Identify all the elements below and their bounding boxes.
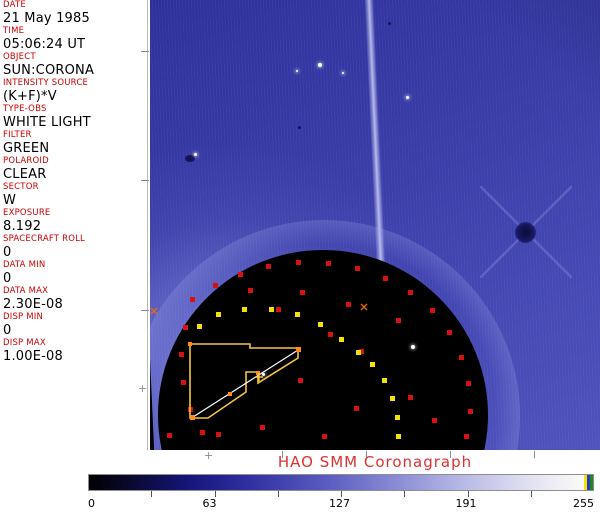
metadata-field: DATA MAX 2.30E-08	[0, 286, 147, 312]
metadata-field: POLAROID CLEAR	[0, 156, 147, 182]
metadata-label: TIME	[3, 26, 25, 36]
metadata-value: 1.00E-08	[3, 349, 63, 364]
metadata-field: SPACECRAFT ROLL 0	[0, 234, 147, 260]
metadata-label: EXPOSURE	[3, 208, 51, 218]
metadata-label: DATA MAX	[3, 286, 49, 296]
bright-spot	[406, 96, 409, 99]
metadata-label: OBJECT	[3, 52, 36, 62]
colorbar-tick	[404, 491, 405, 497]
axis-tick-bottom	[534, 451, 535, 458]
metadata-value: CLEAR	[3, 167, 47, 182]
metadata-label: INTENSITY SOURCE	[3, 78, 89, 88]
colorbar-tick-label: 127	[329, 497, 350, 510]
metadata-label: SPACECRAFT ROLL	[3, 234, 85, 244]
colorbar-end-band	[590, 475, 593, 490]
metadata-value: 0	[3, 245, 12, 260]
colorbar-tick-label: 191	[455, 497, 477, 510]
metadata-label: DISP MIN	[3, 312, 44, 322]
dark-object	[515, 222, 536, 243]
colorbar-tick	[151, 491, 152, 497]
metadata-field: EXPOSURE 8.192	[0, 208, 147, 234]
axis-cross-bottom: +	[204, 449, 214, 462]
metadata-sidebar: DATE 21 May 1985 TIME 05:06:24 UT OBJECT SUN:…	[0, 0, 148, 450]
colorbar-end-band	[593, 475, 594, 490]
metadata-field: TYPE-OBS WHITE LIGHT	[0, 104, 147, 130]
axis-tick-bottom	[366, 451, 367, 458]
metadata-value: 2.30E-08	[3, 297, 63, 312]
bright-spot	[194, 153, 197, 156]
colorbar-tick	[341, 491, 342, 497]
colorbar-ticks	[88, 491, 594, 498]
metadata-field: DATA MIN 0	[0, 260, 147, 286]
colorbar-end-band	[584, 475, 587, 490]
colorbar-tick	[468, 491, 469, 497]
colorbar[interactable]: 0 63 127 191 255	[88, 474, 594, 510]
metadata-value: GREEN	[3, 141, 50, 156]
metadata-label: DATE	[3, 0, 26, 10]
bright-spot	[318, 63, 322, 67]
metadata-field: OBJECT SUN:CORONA	[0, 52, 147, 78]
colorbar-ramp	[89, 475, 584, 490]
image-caption: HAO SMM Coronagraph	[277, 453, 473, 471]
bright-spot	[296, 70, 298, 72]
colorbar-tick-labels: 0 63 127 191 255	[88, 497, 594, 511]
metadata-value: 05:06:24 UT	[3, 37, 86, 52]
metadata-field: SECTOR W	[0, 182, 147, 208]
metadata-value: 8.192	[3, 219, 42, 234]
dark-spot	[388, 22, 391, 25]
colorbar-tick-label: 255	[573, 497, 594, 510]
dark-spot	[185, 155, 195, 162]
metadata-value: SUN:CORONA	[3, 63, 95, 78]
axis-tick-left	[141, 180, 149, 181]
metadata-label: SECTOR	[3, 182, 39, 192]
metadata-value: 0	[3, 323, 12, 338]
metadata-value: WHITE LIGHT	[3, 115, 91, 130]
colorbar-tick-label: 63	[202, 497, 217, 510]
metadata-field: INTENSITY SOURCE (K+F)*V	[0, 78, 147, 104]
dark-spot	[298, 126, 301, 129]
metadata-label: POLAROID	[3, 156, 49, 166]
metadata-value: (K+F)*V	[3, 89, 57, 104]
bright-spot	[262, 373, 265, 376]
bright-spot	[342, 72, 344, 74]
colorbar-tick	[278, 491, 279, 497]
colorbar-tick-label: 0	[88, 497, 95, 510]
metadata-field: FILTER GREEN	[0, 130, 147, 156]
bright-spot	[411, 345, 415, 349]
metadata-field: DATE 21 May 1985	[0, 0, 147, 26]
metadata-field: TIME 05:06:24 UT	[0, 26, 147, 52]
metadata-label: DATA MIN	[3, 260, 46, 270]
axis-tick-left	[141, 310, 149, 311]
axis-tick-left	[141, 51, 149, 52]
colorbar-gradient	[88, 474, 594, 491]
metadata-label: DISP MAX	[3, 338, 46, 348]
metadata-field: DISP MAX 1.00E-08	[0, 338, 147, 364]
metadata-value: W	[3, 193, 17, 208]
colorbar-end-band	[587, 475, 590, 490]
metadata-value: 21 May 1985	[3, 11, 90, 26]
axis-tick-bottom	[282, 451, 283, 458]
metadata-value: 0	[3, 271, 12, 286]
axis-tick-bottom	[450, 451, 451, 458]
colorbar-tick	[215, 491, 216, 497]
axis-cross-left: +	[138, 382, 148, 395]
metadata-label: FILTER	[3, 130, 32, 140]
coronagraph-image[interactable]	[150, 0, 600, 450]
colorbar-tick	[531, 491, 532, 497]
metadata-label: TYPE-OBS	[3, 104, 47, 114]
metadata-field: DISP MIN 0	[0, 312, 147, 338]
